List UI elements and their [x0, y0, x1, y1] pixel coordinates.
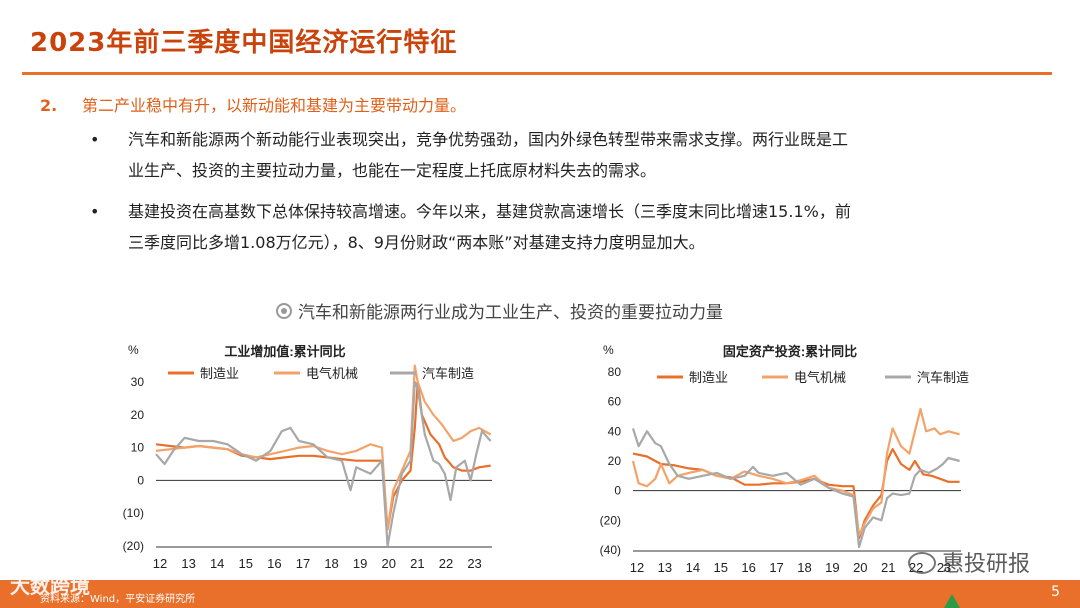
y-axis-unit: % — [603, 343, 614, 357]
x-tick-label: 17 — [769, 560, 783, 575]
y-tick-label: 80 — [608, 365, 622, 379]
y-tick-label: 20 — [608, 454, 622, 468]
y-tick-label: 40 — [608, 424, 622, 438]
y-axis-unit: % — [128, 343, 139, 357]
chart-industrial-output: 工业增加值:累计同比% (20) (10) 0 10 20 30 12 13 14 15 16 17 18… — [123, 343, 492, 571]
x-tick-label: 16 — [741, 560, 755, 575]
legend-label: 电气机械 — [794, 370, 846, 385]
watermark-left: 大数跨境 — [10, 574, 90, 598]
x-tick-label: 22 — [439, 556, 453, 571]
x-tick-label: 23 — [937, 560, 951, 575]
x-tick-label: 17 — [296, 556, 310, 571]
series-line-2 — [631, 408, 960, 537]
footer-source: 资料来源：Wind，平安证券研究所 — [40, 594, 196, 605]
bullet-line: 汽车和新能源两个新动能行业表现突出，竞争优势强劲，国内外绿色转型带来需求支撑。两… — [128, 130, 849, 149]
figure-caption-text: 汽车和新能源两行业成为工业生产、投资的重要拉动力量 — [298, 303, 723, 323]
x-tick-label: 23 — [467, 556, 481, 571]
chart-fixed-asset-investment: 固定资产投资:累计同比% (40) (20) 0 20 40 60 80 12 13 14 15 16 1… — [600, 343, 969, 575]
wechat-icon — [908, 552, 936, 574]
bullet-item: • 基建投资在高基数下总体保持较高增速。今年以来，基建贷款高速增长（三季度末同比… — [90, 196, 1050, 258]
footer-bar — [0, 580, 1080, 608]
y-tick-label: 0 — [614, 484, 621, 498]
x-tick-label: 14 — [686, 560, 700, 575]
x-tick-label: 21 — [410, 556, 424, 571]
slide-title: 2023年前三季度中国经济运行特征 — [30, 28, 458, 58]
bullet-line: 三季度同比多增1.08万亿元），8、9月份财政“两本账”对基建支持力度明显加大。 — [128, 233, 705, 252]
target-icon — [276, 303, 292, 319]
x-tick-label: 13 — [658, 560, 672, 575]
bullet-line: 业生产、投资的主要拉动力量，也能在一定程度上托底原材料失去的需求。 — [128, 161, 657, 180]
x-tick-label: 12 — [153, 556, 167, 571]
x-tick-label: 18 — [324, 556, 338, 571]
y-tick-label: 30 — [131, 375, 145, 389]
legend-label: 制造业 — [200, 366, 239, 381]
chart-title: 固定资产投资:累计同比 — [723, 344, 857, 359]
series-line-2 — [155, 364, 492, 531]
legend-label: 汽车制造 — [422, 366, 474, 381]
y-tick-label: (20) — [123, 539, 144, 553]
point-number: 2. — [40, 96, 58, 115]
x-tick-label: 15 — [714, 560, 728, 575]
series-line-3 — [155, 380, 492, 548]
x-tick-label: 21 — [881, 560, 895, 575]
section-point: 2. 第二产业稳中有升，以新动能和基建为主要带动力量。 — [40, 92, 466, 116]
x-tick-label: 14 — [210, 556, 224, 571]
y-tick-label: 10 — [131, 441, 145, 455]
x-tick-label: 15 — [239, 556, 253, 571]
x-tick-label: 19 — [825, 560, 839, 575]
bullet-dot: • — [90, 130, 100, 149]
x-tick-label: 20 — [853, 560, 867, 575]
x-tick-label: 19 — [353, 556, 367, 571]
watermark-right-text: 惠投研报 — [942, 552, 1031, 577]
y-tick-label: 0 — [137, 473, 144, 487]
bullet-line: 基建投资在高基数下总体保持较高增速。今年以来，基建贷款高速增长（三季度末同比增速… — [128, 202, 851, 221]
y-tick-label: 60 — [608, 395, 622, 409]
watermark-right: 惠投研报 — [908, 546, 1030, 578]
page-number: 5 — [1051, 584, 1060, 600]
bullet-dot: • — [90, 202, 100, 221]
y-tick-label: (10) — [123, 506, 144, 520]
x-tick-label: 12 — [630, 560, 644, 575]
chart-title: 工业增加值:累计同比 — [224, 344, 345, 359]
bullet-item: • 汽车和新能源两个新动能行业表现突出，竞争优势强劲，国内外绿色转型带来需求支撑… — [90, 124, 1050, 186]
series-line-3 — [631, 428, 960, 549]
legend-label: 制造业 — [689, 370, 728, 385]
legend-label: 电气机械 — [306, 366, 358, 381]
y-tick-label: (20) — [600, 513, 621, 527]
y-tick-label: 20 — [131, 408, 145, 422]
legend-label: 汽车制造 — [917, 370, 969, 385]
title-divider — [22, 72, 1052, 75]
x-tick-label: 16 — [267, 556, 281, 571]
x-tick-label: 20 — [382, 556, 396, 571]
point-text: 第二产业稳中有升，以新动能和基建为主要带动力量。 — [82, 96, 467, 115]
series-line-1 — [155, 380, 491, 531]
figure-caption: 汽车和新能源两行业成为工业生产、投资的重要拉动力量 — [276, 298, 723, 323]
series-line-1 — [632, 448, 960, 540]
x-tick-label: 18 — [797, 560, 811, 575]
y-tick-label: (40) — [600, 543, 621, 557]
x-tick-label: 13 — [181, 556, 195, 571]
